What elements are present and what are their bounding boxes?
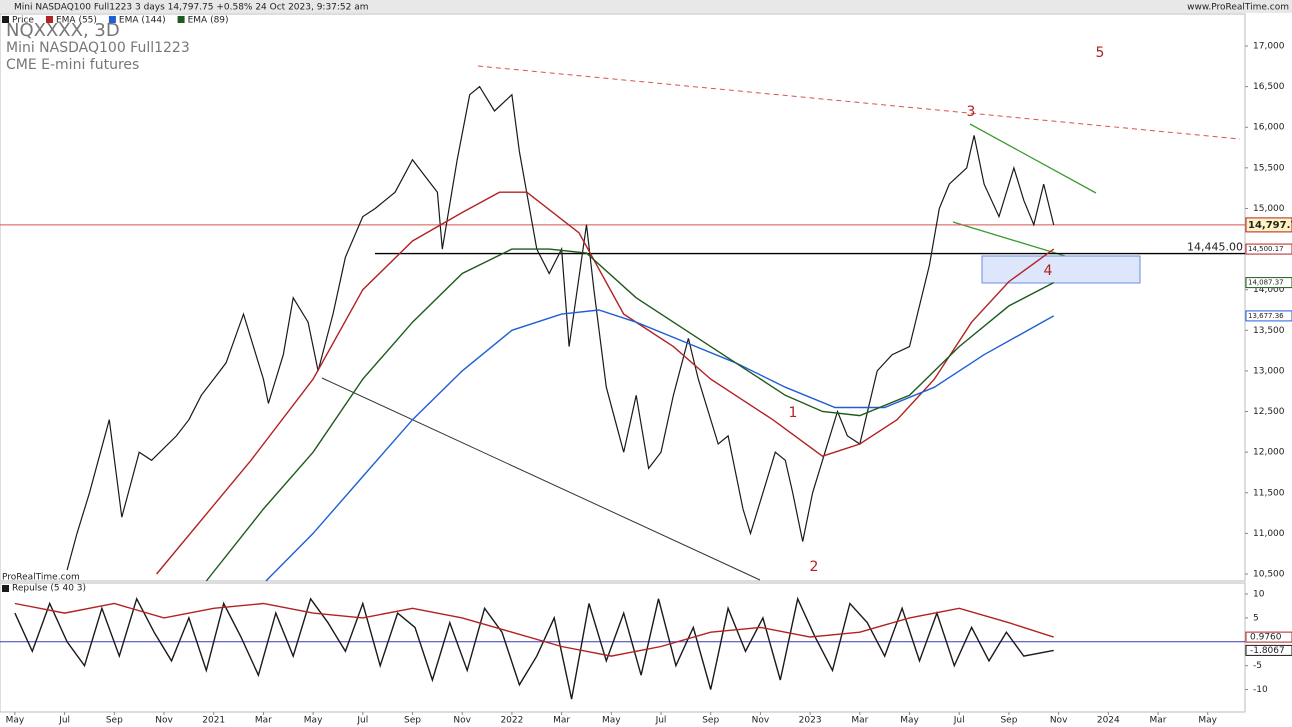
value-box-label: 14,797.75 (1248, 220, 1292, 231)
y-tick-label: 12,500 (1253, 407, 1285, 417)
series-line (14, 596, 1054, 700)
y-tick-label: 16,000 (1253, 123, 1285, 133)
trendline (969, 123, 1097, 194)
wave-label: 1 (789, 405, 798, 421)
value-box (1245, 310, 1292, 322)
x-tick-label: Nov (752, 716, 770, 726)
series-line (66, 85, 1055, 571)
y-tick-label: -5 (1253, 661, 1262, 671)
value-box (1245, 243, 1292, 255)
value-box-label: 0.9760 (1250, 633, 1282, 643)
panel-title: Repulse (5 40 3) (12, 584, 86, 594)
x-tick-label: Jul (58, 716, 70, 726)
y-tick-label: 13,500 (1253, 326, 1285, 336)
legend-swatch (45, 16, 53, 23)
legend-swatch (108, 16, 116, 23)
x-tick-label: 2023 (799, 716, 822, 726)
watermark: ProRealTime.com (2, 573, 80, 583)
x-tick-label: Sep (702, 716, 719, 726)
y-tick-label: 13,000 (1253, 366, 1285, 376)
y-tick-label: 5 (1253, 613, 1259, 623)
series-line (156, 191, 1055, 575)
series-line (265, 309, 1055, 582)
x-tick-label: Mar (553, 716, 570, 726)
value-box-label: -1.8067 (1250, 646, 1285, 656)
value-box (1245, 644, 1292, 656)
y-tick-label: 11,500 (1253, 488, 1285, 498)
x-tick-label: May (602, 716, 621, 726)
zone (981, 255, 1141, 284)
wave-label: 4 (1044, 263, 1053, 279)
exchange: CME E-mini futures (6, 57, 139, 73)
legend-swatch (2, 16, 9, 23)
x-tick-label: Mar (851, 716, 868, 726)
wave-label: 3 (967, 104, 976, 120)
header-title: Mini NASDAQ100 Full1223 3 days 14,797.75… (14, 3, 369, 13)
value-box (1245, 631, 1292, 643)
value-box-label: 14,500.17 (1248, 245, 1284, 253)
y-tick-label: 14,000 (1253, 285, 1285, 295)
y-tick-label: 12,000 (1253, 448, 1285, 458)
series-line (14, 602, 1054, 657)
series-line (205, 248, 1055, 582)
y-tick-label: 17,000 (1253, 42, 1285, 52)
legend-label: EMA (55) (56, 16, 97, 26)
trendline (952, 221, 1076, 260)
legend-label: EMA (144) (119, 16, 166, 26)
value-box-label: 13,677.36 (1248, 312, 1284, 320)
value-box (1245, 217, 1292, 233)
x-tick-label: 2024 (1097, 716, 1120, 726)
x-tick-label: May (900, 716, 919, 726)
y-tick-label: 15,500 (1253, 163, 1285, 173)
x-tick-label: Mar (1150, 716, 1167, 726)
x-tick-label: May (6, 716, 25, 726)
legend-label: Price (12, 16, 34, 26)
x-tick-label: 2021 (202, 716, 225, 726)
y-tick-label: 10,500 (1253, 570, 1285, 580)
x-tick-label: Jul (356, 716, 368, 726)
x-tick-label: Nov (453, 716, 471, 726)
top-bar (0, 0, 1292, 13)
value-box-label: 14,087.37 (1248, 279, 1284, 287)
wave-label: 2 (810, 559, 819, 575)
legend-swatch (177, 16, 185, 23)
lower-panel (0, 582, 1246, 713)
chart-subtitle: Mini NASDAQ100 Full1223 (6, 40, 190, 56)
legend-label: EMA (89) (188, 16, 229, 26)
x-tick-label: Mar (255, 716, 272, 726)
legend-swatch (2, 585, 9, 592)
y-tick-label: -10 (1253, 685, 1268, 695)
chart-title: NQXXXX, 3D (6, 20, 120, 41)
y-tick-label: 11,000 (1253, 529, 1285, 539)
y-tick-label: 16,500 (1253, 82, 1285, 92)
level-label: 14,445.00 (1187, 241, 1243, 254)
x-tick-label: May (1198, 716, 1217, 726)
y-tick-label: 15,000 (1253, 204, 1285, 214)
x-tick-label: Sep (106, 716, 123, 726)
trendline (477, 65, 1241, 140)
x-tick-label: Sep (1000, 716, 1017, 726)
y-tick-label: 10 (1253, 589, 1265, 599)
main-panel (0, 13, 1246, 582)
wave-label: 5 (1096, 45, 1105, 61)
x-tick-label: Nov (155, 716, 173, 726)
trendline (321, 377, 761, 581)
x-tick-label: Nov (1050, 716, 1068, 726)
x-tick-label: May (304, 716, 323, 726)
value-box (1245, 277, 1292, 289)
header-site: www.ProRealTime.com (1187, 3, 1289, 13)
x-tick-label: Jul (953, 716, 965, 726)
x-tick-label: 2022 (500, 716, 523, 726)
x-tick-label: Sep (404, 716, 421, 726)
x-tick-label: Jul (655, 716, 667, 726)
